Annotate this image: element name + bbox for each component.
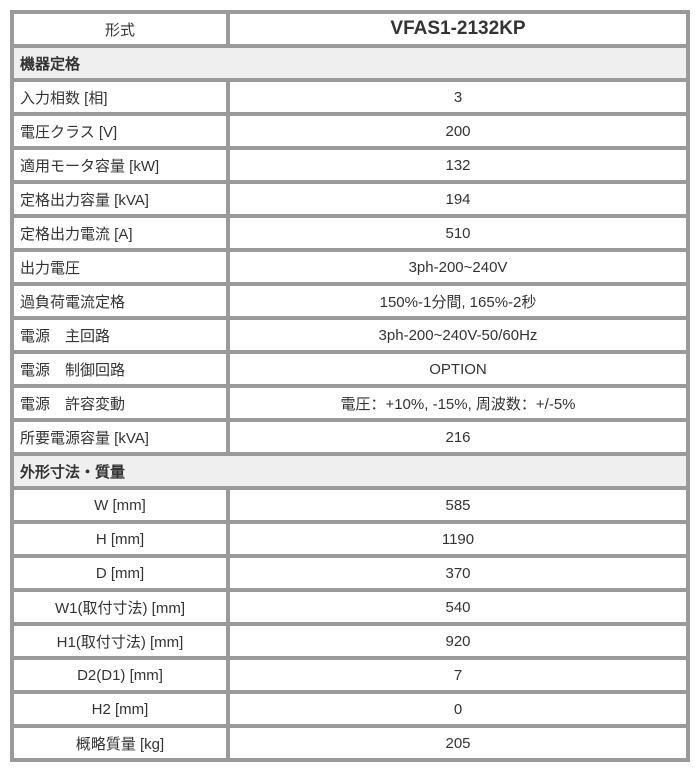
- row-label: 入力相数 [相]: [13, 81, 227, 113]
- table-row: 定格出力電流 [A]510: [13, 217, 687, 249]
- table-row: 電源 制御回路OPTION: [13, 353, 687, 385]
- row-value: 216: [229, 421, 687, 453]
- table-row: 電源 許容変動電圧：+10%, -15%, 周波数：+/-5%: [13, 387, 687, 419]
- row-value: 1190: [229, 523, 687, 555]
- table-row: H [mm]1190: [13, 523, 687, 555]
- row-value: 200: [229, 115, 687, 147]
- table-row: D2(D1) [mm]7: [13, 659, 687, 691]
- row-label: D2(D1) [mm]: [13, 659, 227, 691]
- row-value: 920: [229, 625, 687, 657]
- table-row: 所要電源容量 [kVA]216: [13, 421, 687, 453]
- row-label: W [mm]: [13, 489, 227, 521]
- row-label: 電源 制御回路: [13, 353, 227, 385]
- section-title: 機器定格: [13, 47, 687, 79]
- row-value: 3ph-200~240V: [229, 251, 687, 283]
- section-title: 外形寸法・質量: [13, 455, 687, 487]
- row-value: 370: [229, 557, 687, 589]
- row-label: 概略質量 [kg]: [13, 727, 227, 759]
- row-label: 定格出力容量 [kVA]: [13, 183, 227, 215]
- row-label: W1(取付寸法) [mm]: [13, 591, 227, 623]
- row-value: OPTION: [229, 353, 687, 385]
- section-row: 機器定格: [13, 47, 687, 79]
- row-label: 定格出力電流 [A]: [13, 217, 227, 249]
- header-label: 形式: [13, 13, 227, 45]
- spec-table: 形式 VFAS1-2132KP 機器定格 入力相数 [相]3電圧クラス [V]2…: [10, 10, 690, 762]
- table-row: W1(取付寸法) [mm]540: [13, 591, 687, 623]
- row-label: H1(取付寸法) [mm]: [13, 625, 227, 657]
- table-row: 概略質量 [kg]205: [13, 727, 687, 759]
- row-value: 3ph-200~240V-50/60Hz: [229, 319, 687, 351]
- row-value: 540: [229, 591, 687, 623]
- table-row: 過負荷電流定格150%-1分間, 165%-2秒: [13, 285, 687, 317]
- row-label: H [mm]: [13, 523, 227, 555]
- row-label: H2 [mm]: [13, 693, 227, 725]
- table-row: 電圧クラス [V]200: [13, 115, 687, 147]
- row-value: 205: [229, 727, 687, 759]
- table-row: 定格出力容量 [kVA]194: [13, 183, 687, 215]
- row-label: 電源 主回路: [13, 319, 227, 351]
- row-value: 194: [229, 183, 687, 215]
- row-value: 0: [229, 693, 687, 725]
- row-value: 7: [229, 659, 687, 691]
- row-value: 585: [229, 489, 687, 521]
- row-label: 電圧クラス [V]: [13, 115, 227, 147]
- row-label: 所要電源容量 [kVA]: [13, 421, 227, 453]
- row-value: 電圧：+10%, -15%, 周波数：+/-5%: [229, 387, 687, 419]
- table-row: H1(取付寸法) [mm]920: [13, 625, 687, 657]
- section-row: 外形寸法・質量: [13, 455, 687, 487]
- row-label: 電源 許容変動: [13, 387, 227, 419]
- table-row: D [mm]370: [13, 557, 687, 589]
- table-row: H2 [mm]0: [13, 693, 687, 725]
- row-value: 132: [229, 149, 687, 181]
- header-value: VFAS1-2132KP: [229, 13, 687, 45]
- row-label: 出力電圧: [13, 251, 227, 283]
- row-value: 150%-1分間, 165%-2秒: [229, 285, 687, 317]
- table-row: 入力相数 [相]3: [13, 81, 687, 113]
- row-label: 適用モータ容量 [kW]: [13, 149, 227, 181]
- table-row: 適用モータ容量 [kW]132: [13, 149, 687, 181]
- row-value: 510: [229, 217, 687, 249]
- table-row: W [mm]585: [13, 489, 687, 521]
- row-label: 過負荷電流定格: [13, 285, 227, 317]
- table-row: 出力電圧3ph-200~240V: [13, 251, 687, 283]
- row-value: 3: [229, 81, 687, 113]
- row-label: D [mm]: [13, 557, 227, 589]
- header-row: 形式 VFAS1-2132KP: [13, 13, 687, 45]
- table-row: 電源 主回路3ph-200~240V-50/60Hz: [13, 319, 687, 351]
